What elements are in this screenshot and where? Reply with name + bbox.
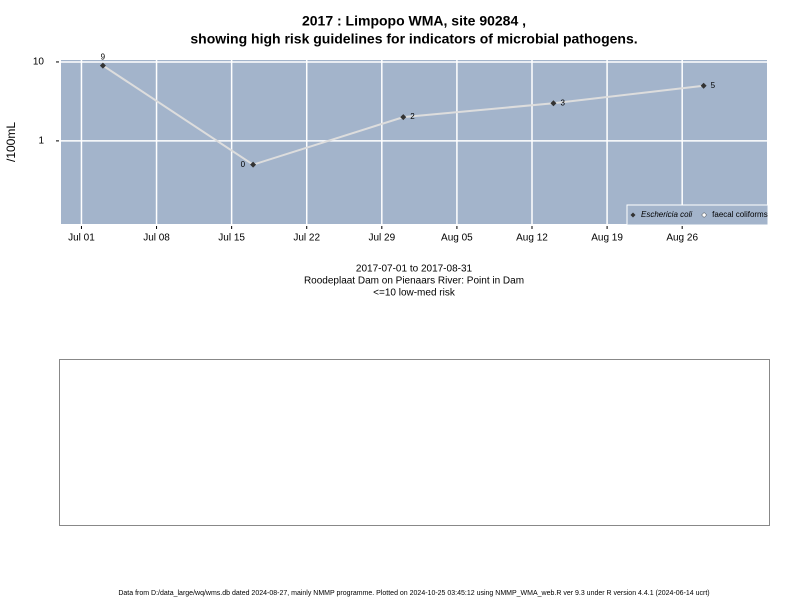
data-label: 3: [560, 98, 565, 107]
y-axis-label: /100mL: [4, 122, 18, 162]
x-tick-label: Jul 15: [218, 233, 245, 244]
y-tick-label: 1: [38, 136, 44, 147]
caption: Roodeplaat Dam on Pienaars River: Point …: [304, 276, 524, 287]
legend-marker: [630, 212, 636, 218]
data-point: [700, 82, 707, 89]
data-point: [550, 100, 557, 107]
x-tick-label: Aug 26: [666, 233, 698, 244]
data-point: [400, 114, 407, 121]
empty-panel: [59, 359, 770, 526]
plot-background: [60, 59, 768, 225]
x-tick-label: Jul 01: [68, 233, 95, 244]
x-tick-label: Aug 05: [441, 233, 473, 244]
data-point: [250, 161, 257, 168]
data-label: 0: [241, 160, 246, 169]
x-tick-label: Aug 19: [591, 233, 623, 244]
data-point: [99, 62, 106, 69]
legend-marker: [701, 212, 707, 218]
data-label: 5: [711, 81, 716, 90]
x-tick-label: Jul 22: [293, 233, 320, 244]
legend-box: [626, 204, 769, 226]
caption: 2017-07-01 to 2017-08-31: [356, 264, 473, 275]
plot-frame: [59, 58, 769, 226]
footer: Data from D:/data_large/wq/wms.db dated …: [118, 590, 709, 597]
chart-title: 2017 : Limpopo WMA, site 90284 ,: [302, 13, 526, 29]
x-tick-label: Jul 29: [368, 233, 395, 244]
data-label: 9: [101, 53, 106, 62]
caption: <=10 low-med risk: [373, 288, 456, 299]
y-tick-label: 10: [33, 57, 45, 68]
x-tick-label: Jul 08: [143, 233, 170, 244]
data-label: 2: [410, 112, 415, 121]
x-tick-label: Aug 12: [516, 233, 548, 244]
chart-title: showing high risk guidelines for indicat…: [190, 31, 637, 47]
legend-label: Eschericia coli: [641, 210, 692, 219]
legend-label: faecal coliforms: [712, 210, 768, 219]
